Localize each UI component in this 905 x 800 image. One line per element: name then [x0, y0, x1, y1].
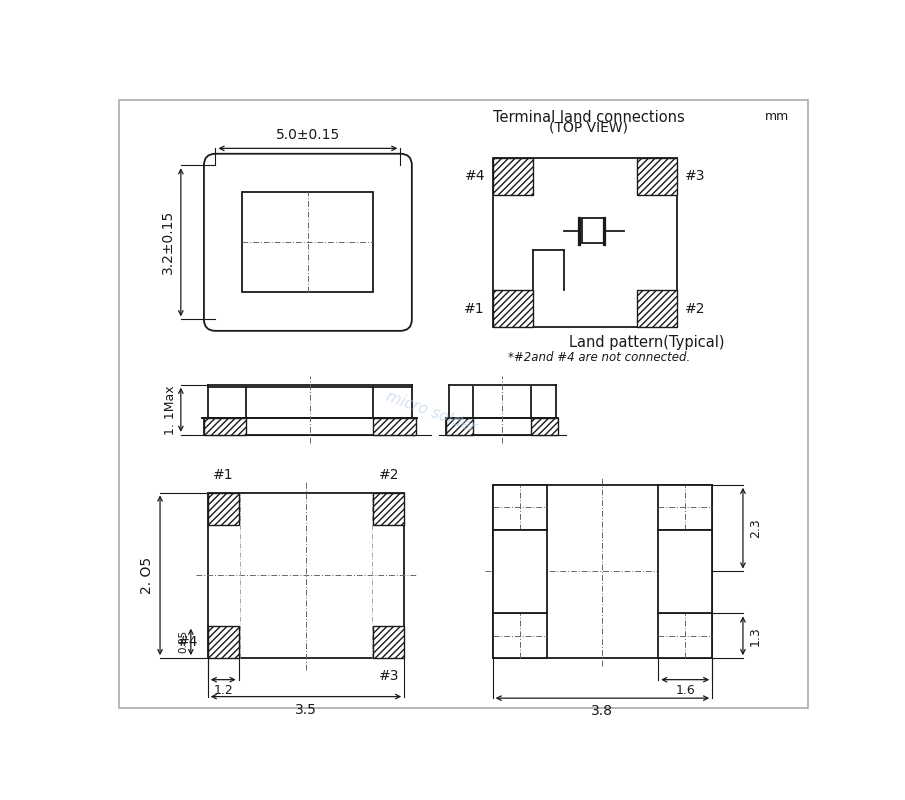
Bar: [658, 485, 712, 530]
Bar: [582, 218, 604, 243]
Bar: [492, 158, 678, 327]
FancyBboxPatch shape: [204, 154, 412, 331]
Text: #3: #3: [685, 169, 706, 183]
Text: *#2and #4 are not connected.: *#2and #4 are not connected.: [508, 351, 691, 364]
Bar: [492, 290, 533, 327]
Text: 5.0±0.15: 5.0±0.15: [276, 128, 340, 142]
Bar: [204, 418, 246, 435]
Text: #1: #1: [213, 468, 233, 482]
Text: 1. 1Max: 1. 1Max: [164, 385, 177, 434]
Bar: [492, 158, 533, 194]
Text: #4: #4: [464, 169, 485, 183]
Bar: [374, 626, 405, 658]
Text: Terminal land connections: Terminal land connections: [493, 110, 685, 125]
Bar: [637, 158, 678, 194]
Bar: [658, 530, 712, 614]
Text: 3.8: 3.8: [591, 704, 614, 718]
Text: 3.5: 3.5: [295, 702, 317, 717]
Bar: [492, 530, 547, 614]
Text: micro solder: micro solder: [384, 389, 478, 435]
Text: #1: #1: [464, 302, 485, 315]
Bar: [208, 493, 405, 658]
Bar: [637, 290, 678, 327]
Bar: [492, 485, 712, 658]
Text: #2: #2: [685, 302, 706, 315]
Bar: [658, 614, 712, 658]
Text: 0.85: 0.85: [178, 630, 188, 654]
Text: 2.3: 2.3: [749, 518, 762, 538]
Text: #4: #4: [178, 635, 198, 649]
Bar: [374, 493, 405, 525]
Bar: [446, 418, 473, 435]
Bar: [492, 614, 547, 658]
Text: mm: mm: [765, 110, 789, 123]
Bar: [374, 418, 415, 435]
Text: #3: #3: [378, 669, 399, 683]
Text: #2: #2: [378, 468, 399, 482]
Text: 2. O5: 2. O5: [140, 557, 154, 594]
Bar: [208, 493, 239, 525]
Bar: [446, 418, 558, 435]
Text: 1.3: 1.3: [749, 626, 762, 646]
Bar: [492, 485, 547, 530]
Bar: [243, 192, 374, 292]
Text: Land pattern(Typical): Land pattern(Typical): [569, 334, 724, 350]
Bar: [208, 626, 239, 658]
Text: 3.2±0.15: 3.2±0.15: [161, 210, 175, 274]
Text: (TOP VIEW): (TOP VIEW): [549, 121, 628, 134]
Text: 1.2: 1.2: [214, 684, 233, 698]
Bar: [204, 418, 415, 435]
Text: 1.6: 1.6: [675, 684, 695, 698]
Bar: [531, 418, 558, 435]
